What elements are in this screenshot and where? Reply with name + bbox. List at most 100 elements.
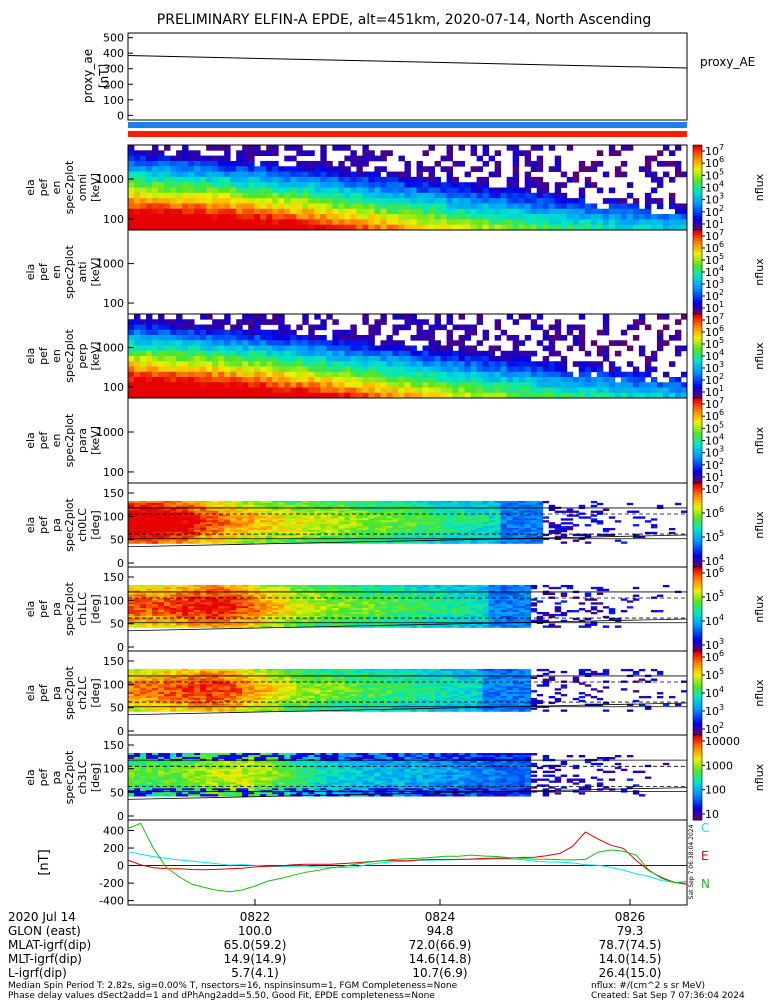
colorbar-label: nflux — [753, 679, 766, 707]
mag-ytick-label: 200 — [103, 842, 124, 855]
ylabel-word: [deg] — [89, 510, 102, 539]
glon-1: 100.0 — [238, 924, 272, 938]
ytick-label: 100 — [103, 594, 124, 607]
ae-ytick-label: 0 — [117, 109, 124, 122]
ylabel-word: pef — [37, 431, 50, 450]
colorbar: 10000 1000 100 10 nflux — [692, 734, 766, 821]
ylabel-word: [keV] — [89, 258, 102, 287]
ylabel-word: en — [50, 434, 63, 448]
mlat-2: 72.0(66.9) — [409, 938, 472, 952]
ylabel-word: spec2plot — [63, 329, 76, 383]
ylabel-word: [keV] — [89, 342, 102, 371]
proxy-ae-panel: 500 400 300 200 100 0 proxy_ae [nT] proxy_AE — [81, 32, 755, 123]
l-1: 5.7(4.1) — [231, 966, 279, 980]
ytick-label: 0 — [117, 641, 124, 654]
glon-2: 94.8 — [427, 924, 454, 938]
mag-ytick-label: -200 — [99, 877, 124, 890]
footer-units: nflux: #/(cm^2 s sr MeV) — [591, 981, 705, 991]
ylabel-word: ela — [24, 601, 37, 618]
mag-series-E — [127, 831, 688, 885]
ylabel-word: ela — [24, 264, 37, 281]
ytick-label: 1000 — [96, 173, 124, 186]
ytick-label: 1000 — [96, 342, 124, 355]
colorbar-label: nflux — [753, 173, 766, 201]
mlt-1: 14.9(14.9) — [224, 952, 287, 966]
ylabel-word: en — [50, 349, 63, 363]
ytick-label: 0 — [117, 557, 124, 570]
ylabel-word: ch0LC — [76, 508, 89, 542]
ytick-label: 150 — [103, 571, 124, 584]
ae-ytick-label: 100 — [103, 94, 124, 107]
ae-ytick-label: 200 — [103, 78, 124, 91]
ylabel-word: [keV] — [89, 426, 102, 455]
ylabel-word: ela — [24, 685, 37, 702]
ytick-label: 1000 — [96, 426, 124, 439]
colorbar-label: nflux — [753, 342, 766, 370]
ylabel-word: pef — [37, 178, 50, 197]
colorbar-label: nflux — [753, 595, 766, 623]
ytick-label: 100 — [103, 297, 124, 310]
ylabel-word: spec2plot — [63, 498, 76, 552]
ylabel-word: ela — [24, 769, 37, 786]
row-label-mlat: MLAT-igrf(dip) — [8, 938, 91, 952]
ytick-label: 50 — [110, 786, 124, 799]
ylabel-word: spec2plot — [63, 582, 76, 636]
ytick-label: 100 — [103, 678, 124, 691]
ylabel-word: pa — [50, 602, 63, 616]
ytick-label: 50 — [110, 618, 124, 631]
ytick-label: 150 — [103, 655, 124, 668]
ytick-label: 50 — [110, 702, 124, 715]
glon-3: 79.3 — [617, 924, 644, 938]
ytick-label: 0 — [117, 810, 124, 823]
mlt-2: 14.6(14.8) — [409, 952, 472, 966]
ylabel-word: pef — [37, 599, 50, 618]
ytick-label: 100 — [103, 763, 124, 776]
spectrogram-panel: 150 100 50 0 ela pef pa spec2plot ch3LC [deg] 1000… — [24, 734, 766, 823]
red-status-bar — [128, 131, 687, 137]
mag-legend-N: N — [701, 877, 710, 891]
ylabel-word: ch1LC — [76, 592, 89, 626]
ylabel-word: ch3LC — [76, 760, 89, 794]
l-2: 10.7(6.9) — [412, 966, 467, 980]
ylabel-word: pef — [37, 515, 50, 534]
ylabel-word: omni — [76, 174, 89, 201]
ytick-label: 0 — [117, 725, 124, 738]
colorbar-label: nflux — [753, 258, 766, 286]
mag-ytick-label: 0 — [117, 860, 124, 873]
ylabel-word: pef — [37, 768, 50, 787]
ylabel-word: [deg] — [89, 594, 102, 623]
ytick-label: 1000 — [96, 258, 124, 271]
ylabel-word: ch2LC — [76, 676, 89, 710]
ylabel-word: spec2plot — [63, 666, 76, 720]
ylabel-word: ela — [24, 179, 37, 196]
ytick-label: 100 — [103, 510, 124, 523]
l-3: 26.4(15.0) — [599, 966, 662, 980]
colorbar-label: nflux — [753, 426, 766, 454]
mag-legend-E: E — [701, 849, 709, 863]
time-0826: 0826 — [615, 910, 646, 924]
colorbar-tick: 100 — [705, 784, 726, 797]
mag-ytick-label: 400 — [103, 825, 124, 838]
mag-legend-C: C — [701, 821, 709, 835]
ytick-label: 50 — [110, 534, 124, 547]
ytick-label: 100 — [103, 213, 124, 226]
footer-created: Created: Sat Sep 7 07:36:04 2024 — [591, 991, 745, 1000]
ae-ytick-label: 500 — [103, 32, 124, 45]
time-0824: 0824 — [425, 910, 456, 924]
row-label-glon: GLON (east) — [8, 924, 81, 938]
ylabel-word: en — [50, 181, 63, 195]
ae-ylabel: proxy_ae — [81, 49, 95, 103]
proxy-ae-line — [127, 55, 688, 69]
plot-title: PRELIMINARY ELFIN-A EPDE, alt=451km, 202… — [157, 12, 651, 28]
ylabel-word: spec2plot — [63, 160, 76, 214]
mag-side-note: Sat Sep 7 06:38:04 2024 — [688, 824, 695, 899]
ylabel-word: [deg] — [89, 678, 102, 707]
ytick-label: 150 — [103, 487, 124, 500]
ylabel-word: en — [50, 265, 63, 279]
ylabel-word: para — [76, 428, 89, 453]
ylabel-word: pef — [37, 262, 50, 281]
mag-ytick-label: -400 — [99, 895, 124, 908]
